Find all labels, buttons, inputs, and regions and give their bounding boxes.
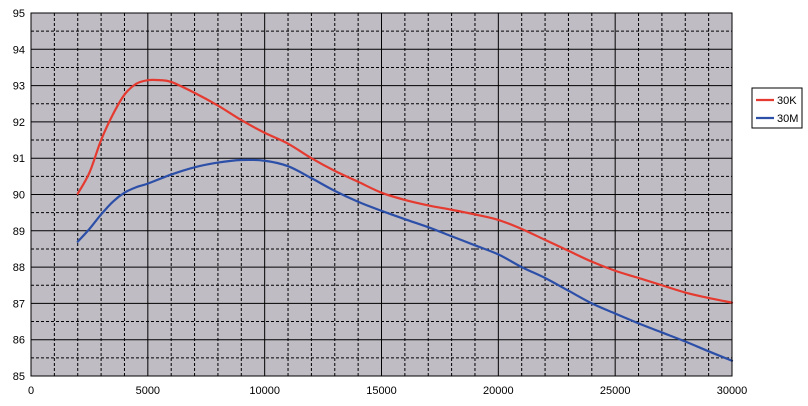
x-tick-label: 30000	[717, 385, 748, 397]
y-tick-label: 90	[13, 190, 25, 202]
legend-label-30k: 30K	[777, 95, 797, 107]
y-tick-label: 89	[13, 226, 25, 238]
x-tick-label: 0	[28, 385, 34, 397]
y-axis-ticks: 85 86 87 88 89 90 91 92 93 94 95	[13, 8, 25, 383]
series-layer	[76, 78, 734, 362]
y-tick-label: 93	[13, 81, 25, 93]
y-tick-label: 88	[13, 262, 25, 274]
x-tick-label: 5000	[136, 385, 160, 397]
series-line-30k	[76, 78, 734, 304]
y-tick-label: 94	[13, 44, 25, 56]
y-tick-label: 91	[13, 153, 25, 165]
x-axis-ticks: 0 5000 10000 15000 20000 25000 30000	[28, 385, 747, 397]
series-line-30m	[76, 158, 734, 362]
y-tick-label: 87	[13, 298, 25, 310]
x-tick-label: 15000	[366, 385, 397, 397]
legend-box	[751, 87, 803, 129]
y-tick-label: 92	[13, 117, 25, 129]
x-tick-label: 25000	[600, 385, 631, 397]
x-tick-label: 10000	[249, 385, 280, 397]
x-tick-label: 20000	[483, 385, 514, 397]
y-tick-label: 85	[13, 371, 25, 383]
y-tick-label: 86	[13, 335, 25, 347]
legend-label-30m: 30M	[777, 113, 798, 125]
legend: 30K 30M	[751, 87, 803, 129]
y-tick-label: 95	[13, 8, 25, 20]
plot-border	[30, 12, 733, 377]
